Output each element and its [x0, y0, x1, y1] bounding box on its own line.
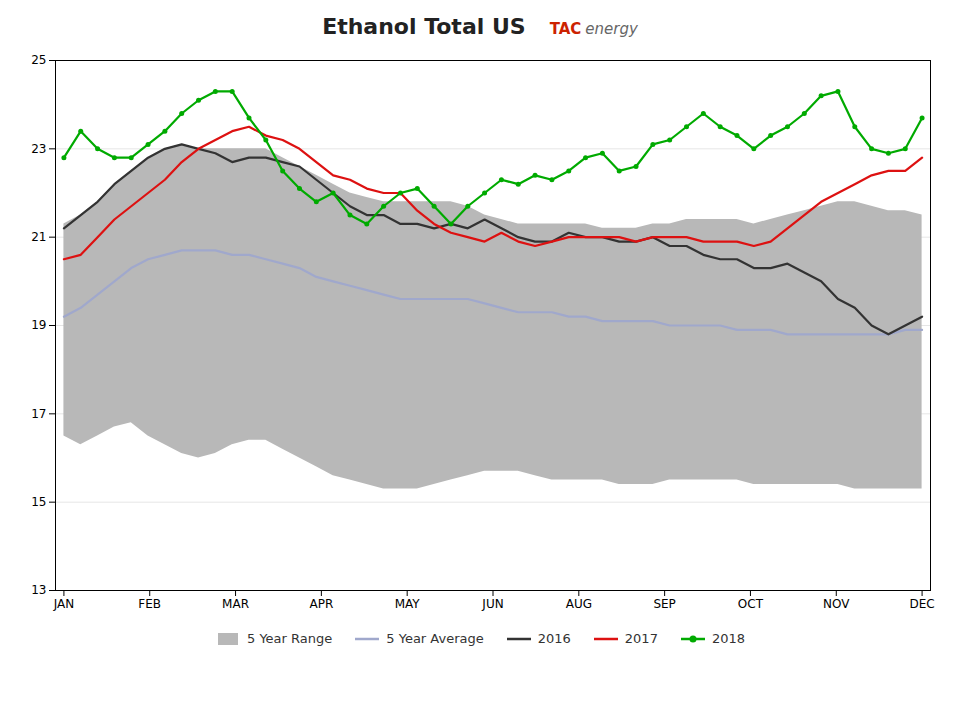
- html-text:5 Year Average: 5 Year Average: [386, 631, 484, 646]
- svg-text:NOV: NOV: [823, 597, 850, 611]
- html-text:Ethanol Total US: Ethanol Total US: [322, 14, 526, 39]
- html-text:5 Year Range: 5 Year Range: [247, 631, 333, 646]
- svg-text:OCT: OCT: [738, 597, 764, 611]
- html-text:2018: 2018: [711, 631, 745, 646]
- html-text:2017: 2017: [624, 631, 658, 646]
- svg-text:23: 23: [31, 142, 46, 156]
- svg-text:JUN: JUN: [481, 597, 503, 611]
- svg-text:AUG: AUG: [566, 597, 592, 611]
- svg-text:MAR: MAR: [222, 597, 249, 611]
- svg-text:SEP: SEP: [653, 597, 675, 611]
- svg-text:13: 13: [31, 583, 46, 597]
- svg-text:25: 25: [31, 53, 46, 67]
- svg-text:FEB: FEB: [138, 597, 161, 611]
- svg-text:DEC: DEC: [909, 597, 934, 611]
- svg-text:MAY: MAY: [395, 597, 421, 611]
- html-text:2016: 2016: [537, 631, 571, 646]
- svg-text:APR: APR: [309, 597, 333, 611]
- svg-text:15: 15: [31, 495, 46, 509]
- html-text:TAC energy: TAC energy: [549, 20, 638, 38]
- svg-text:21: 21: [31, 230, 46, 244]
- svg-text:17: 17: [31, 407, 46, 421]
- svg-text:19: 19: [31, 318, 46, 332]
- svg-text:JAN: JAN: [53, 597, 75, 611]
